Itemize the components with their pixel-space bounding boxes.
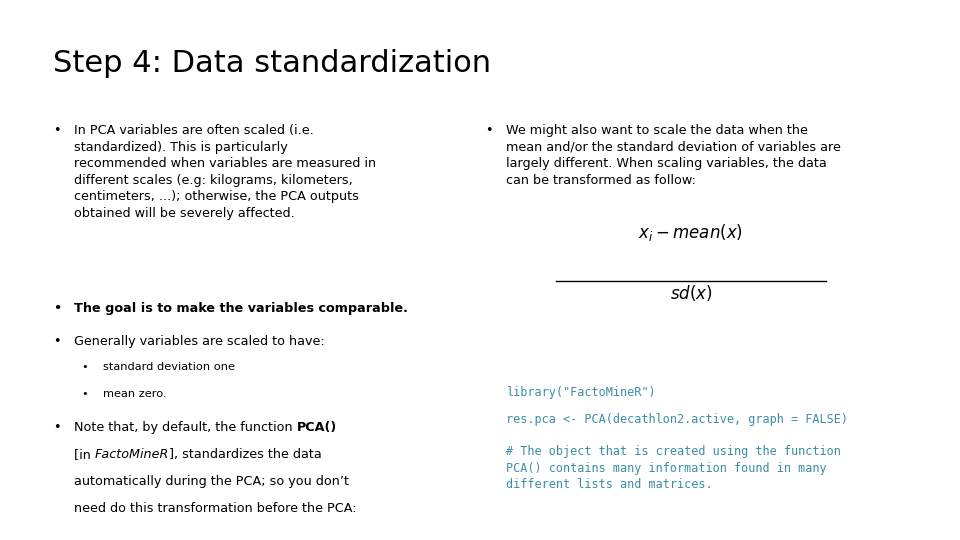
Text: $x_i - mean(x)$: $x_i - mean(x)$	[638, 222, 743, 243]
Text: library("FactoMineR"): library("FactoMineR")	[506, 386, 656, 399]
Text: •: •	[82, 362, 88, 372]
Text: res.pca <- PCA(decathlon2.active, graph = FALSE): res.pca <- PCA(decathlon2.active, graph …	[506, 413, 848, 426]
Text: FactoMineR: FactoMineR	[95, 448, 169, 461]
Text: •: •	[53, 421, 60, 434]
Text: •: •	[485, 124, 492, 137]
Text: In PCA variables are often scaled (i.e.
standardized). This is particularly
reco: In PCA variables are often scaled (i.e. …	[74, 124, 376, 220]
Text: •: •	[82, 389, 88, 399]
Text: •: •	[53, 335, 60, 348]
Text: PCA(): PCA()	[297, 421, 337, 434]
Text: ], standardizes the data: ], standardizes the data	[169, 448, 322, 461]
Text: Step 4: Data standardization: Step 4: Data standardization	[53, 49, 491, 78]
Text: need do this transformation before the PCA:: need do this transformation before the P…	[74, 502, 356, 515]
Text: We might also want to scale the data when the
mean and/or the standard deviation: We might also want to scale the data whe…	[506, 124, 841, 187]
Text: Generally variables are scaled to have:: Generally variables are scaled to have:	[74, 335, 324, 348]
Text: •: •	[53, 302, 61, 315]
Text: •: •	[53, 124, 60, 137]
Text: automatically during the PCA; so you don’t: automatically during the PCA; so you don…	[74, 475, 348, 488]
Text: The goal is to make the variables comparable.: The goal is to make the variables compar…	[74, 302, 408, 315]
Text: $sd(x)$: $sd(x)$	[669, 283, 712, 303]
Text: mean zero.: mean zero.	[103, 389, 166, 399]
Text: standard deviation one: standard deviation one	[103, 362, 234, 372]
Text: Note that, by default, the function: Note that, by default, the function	[74, 421, 297, 434]
Text: [in: [in	[74, 448, 95, 461]
Text: # The object that is created using the function
PCA() contains many information : # The object that is created using the f…	[506, 446, 841, 491]
